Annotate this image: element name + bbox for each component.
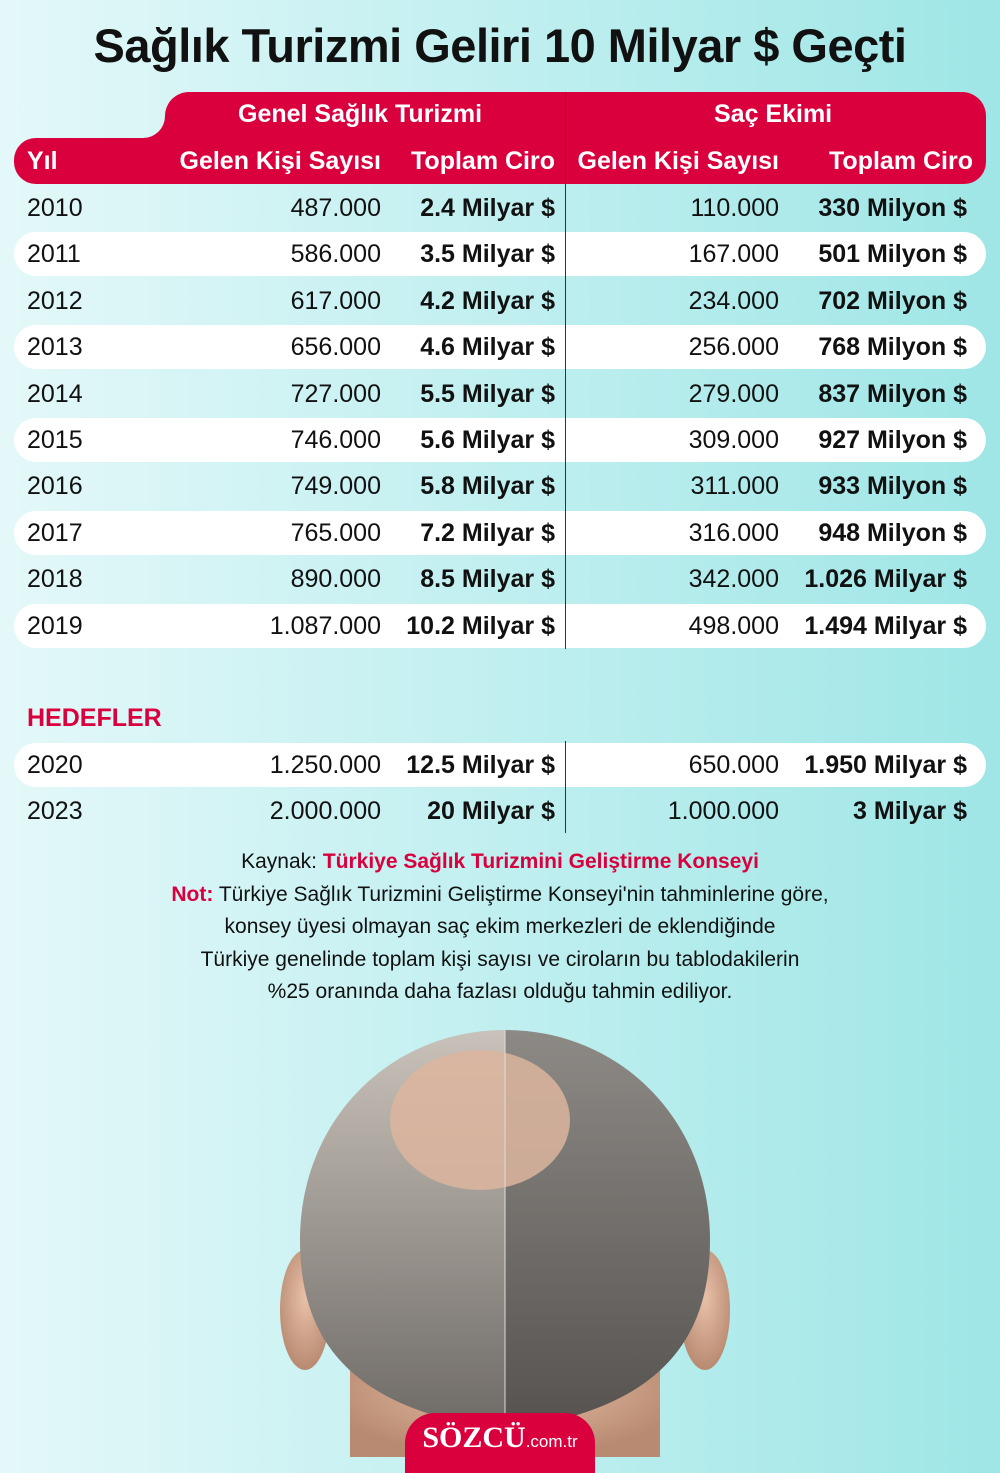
cell-year: 2011 <box>27 240 81 269</box>
cell-hair-revenue: 3 Milyar $ <box>853 797 967 826</box>
sozcu-logo[interactable]: SÖZCÜ.com.tr <box>405 1413 595 1473</box>
cell-hair-visitors: 234.000 <box>688 286 779 315</box>
cell-visitors: 749.000 <box>290 472 381 501</box>
table-row: 2012 617.000 4.2 Milyar $ 234.000 702 Milyon… <box>14 279 986 323</box>
group-header-general: Genel Sağlık Turizmi <box>238 100 483 128</box>
cell-year: 2020 <box>27 751 83 779</box>
cell-hair-visitors: 316.000 <box>688 518 779 547</box>
col-header-hair-revenue: Toplam Ciro <box>829 147 973 175</box>
cell-year: 2019 <box>27 611 83 640</box>
cell-hair-revenue: 837 Milyon $ <box>818 379 967 408</box>
cell-year: 2014 <box>27 379 83 408</box>
table-row: 2014 727.000 5.5 Milyar $ 279.000 837 Milyon… <box>14 372 986 416</box>
source-label: Kaynak: <box>241 850 317 873</box>
cell-hair-visitors: 498.000 <box>688 611 779 640</box>
cell-revenue: 3.5 Milyar $ <box>420 240 555 269</box>
cell-year: 2017 <box>27 518 83 547</box>
cell-hair-visitors: 309.000 <box>688 426 779 454</box>
header-curve <box>120 98 165 138</box>
cell-visitors: 487.000 <box>290 194 381 222</box>
table-row: 2013 656.000 4.6 Milyar $ 256.000 768 Milyon… <box>14 325 986 370</box>
note-line: Türkiye Sağlık Turizmini Geliştirme Kons… <box>218 882 829 906</box>
cell-hair-revenue: 948 Milyon $ <box>818 518 967 547</box>
cell-revenue: 5.5 Milyar $ <box>420 379 555 408</box>
cell-visitors: 617.000 <box>290 286 381 315</box>
cell-year: 2010 <box>27 194 83 222</box>
cell-visitors: 746.000 <box>290 426 381 454</box>
cell-revenue: 20 Milyar $ <box>427 797 555 826</box>
cell-revenue: 4.2 Milyar $ <box>420 286 555 315</box>
table-row: 2011 586.000 3.5 Milyar $ 167.000 501 Milyon… <box>14 232 986 277</box>
cell-year: 2015 <box>27 426 83 454</box>
cell-hair-visitors: 279.000 <box>688 379 779 408</box>
cell-revenue: 2.4 Milyar $ <box>420 194 555 222</box>
cell-visitors: 586.000 <box>290 240 381 269</box>
cell-hair-revenue: 702 Milyon $ <box>818 286 967 315</box>
table-column-header <box>14 138 986 184</box>
targets-heading: HEDEFLER <box>27 704 162 732</box>
cell-hair-visitors: 110.000 <box>690 194 779 222</box>
note-line: konsey üyesi olmayan saç ekim merkezleri… <box>224 915 776 938</box>
cell-hair-visitors: 342.000 <box>688 565 779 594</box>
cell-visitors: 765.000 <box>290 518 381 547</box>
table-row: 2023 2.000.000 20 Milyar $ 1.000.000 3 Milya… <box>14 789 986 833</box>
cell-revenue: 8.5 Milyar $ <box>420 565 555 594</box>
table-row: 2010 487.000 2.4 Milyar $ 110.000 330 Milyon… <box>14 186 986 230</box>
cell-hair-revenue: 1.494 Milyar $ <box>804 611 967 640</box>
cell-hair-visitors: 167.000 <box>688 240 779 269</box>
cell-hair-revenue: 330 Milyon $ <box>818 194 967 222</box>
cell-visitors: 727.000 <box>290 379 381 408</box>
cell-visitors: 656.000 <box>290 333 381 362</box>
cell-visitors: 890.000 <box>290 565 381 594</box>
cell-hair-revenue: 501 Milyon $ <box>818 240 967 269</box>
cell-visitors: 1.250.000 <box>269 751 381 779</box>
note-line: Türkiye genelinde toplam kişi sayısı ve … <box>200 947 800 971</box>
table-row: 2017 765.000 7.2 Milyar $ 316.000 948 Milyon… <box>14 510 986 555</box>
table-row: 2019 1.087.000 10.2 Milyar $ 498.000 1.494 M… <box>14 603 986 648</box>
cell-hair-revenue: 927 Milyon $ <box>818 426 967 454</box>
cell-revenue: 5.6 Milyar $ <box>420 426 555 454</box>
cell-hair-revenue: 933 Milyon $ <box>818 472 967 501</box>
logo-brand: SÖZCÜ <box>422 1421 526 1454</box>
cell-visitors: 2.000.000 <box>269 797 381 826</box>
logo-domain: .com.tr <box>525 1432 578 1451</box>
note-label: Not: <box>171 882 214 906</box>
group-header-hair: Saç Ekimi <box>714 100 833 128</box>
column-divider <box>565 92 566 649</box>
cell-revenue: 12.5 Milyar $ <box>406 751 555 779</box>
note-line: %25 oranında daha fazlası olduğu tahmin … <box>267 980 733 1003</box>
cell-revenue: 7.2 Milyar $ <box>420 518 555 547</box>
cell-hair-visitors: 256.000 <box>688 333 779 362</box>
table-row: 2015 746.000 5.6 Milyar $ 309.000 927 Milyon… <box>14 418 986 462</box>
cell-year: 2018 <box>27 565 83 594</box>
notes: Kaynak: Türkiye Sağlık Turizmini Gelişti… <box>0 846 1000 1009</box>
cell-hair-visitors: 311.000 <box>690 472 779 501</box>
hair-transplant-head-image <box>280 1030 730 1457</box>
cell-year: 2013 <box>27 333 83 362</box>
cell-year: 2023 <box>27 797 83 826</box>
cell-year: 2016 <box>27 472 83 501</box>
cell-hair-visitors: 1.000.000 <box>667 797 779 826</box>
table-row: 2018 890.000 8.5 Milyar $ 342.000 1.026 Mily… <box>14 557 986 601</box>
col-header-year: Yıl <box>27 147 58 175</box>
table-row: 2016 749.000 5.8 Milyar $ 311.000 933 Milyon… <box>14 464 986 508</box>
col-header-visitors: Gelen Kişi Sayısı <box>179 147 382 175</box>
cell-hair-revenue: 768 Milyon $ <box>818 333 967 362</box>
cell-visitors: 1.087.000 <box>269 611 381 640</box>
column-divider <box>565 741 566 833</box>
col-header-revenue: Toplam Ciro <box>411 147 555 175</box>
cell-revenue: 5.8 Milyar $ <box>420 472 555 501</box>
cell-revenue: 4.6 Milyar $ <box>420 333 555 362</box>
cell-year: 2012 <box>27 286 83 315</box>
cell-hair-visitors: 650.000 <box>688 751 779 779</box>
table-row: 2020 1.250.000 12.5 Milyar $ 650.000 1.950 M… <box>14 743 986 787</box>
col-header-hair-visitors: Gelen Kişi Sayısı <box>577 147 780 175</box>
cell-hair-revenue: 1.026 Milyar $ <box>804 565 967 594</box>
cell-hair-revenue: 1.950 Milyar $ <box>804 751 967 779</box>
page-title: Sağlık Turizmi Geliri 10 Milyar $ Geçti <box>93 19 907 72</box>
cell-revenue: 10.2 Milyar $ <box>406 611 555 640</box>
source: Türkiye Sağlık Turizmini Geliştirme Kons… <box>322 850 759 873</box>
table-group-header <box>165 92 986 142</box>
